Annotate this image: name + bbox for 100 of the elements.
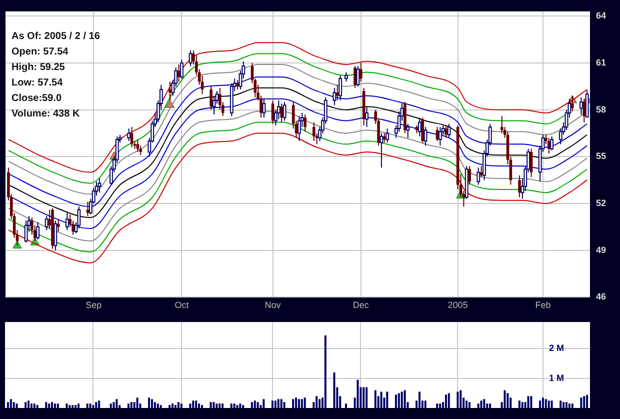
bar [112,402,115,408]
candlestick [360,62,362,82]
bar [374,390,376,408]
candlestick [547,137,550,154]
candlestick [500,116,504,134]
candlestick [56,218,60,232]
bar [16,404,18,408]
bar [48,404,50,408]
bar [560,400,562,408]
bar [68,405,71,408]
bar [195,400,198,408]
annotation: Open: 57.54 [12,46,69,58]
x-tick-label: Dec [352,300,370,310]
bar [92,405,94,408]
candlestick [312,122,316,142]
bar [483,399,486,408]
candlestick [530,148,533,178]
candlestick [86,201,90,216]
bar [254,400,256,408]
bar [324,335,326,408]
bar [250,402,253,408]
bar [277,399,280,408]
bar [489,404,492,408]
bar [28,400,30,408]
candlestick [280,103,283,123]
candlestick [210,86,213,110]
y-tick-label: 58 [596,104,606,114]
bar [583,396,586,408]
bar [256,402,259,408]
bar [544,399,547,408]
bar [521,402,524,408]
bar [210,402,212,408]
bar [562,402,565,408]
bar [316,396,318,408]
bar [400,392,403,408]
bar [468,402,470,408]
bar [300,399,303,408]
candlestick [130,126,134,148]
bar [506,393,509,408]
x-tick-label: Oct [174,300,190,310]
bar [318,399,321,408]
annotation: Close:59.0 [12,93,62,104]
bar [218,404,221,408]
bar [436,404,438,408]
candlestick [444,124,448,138]
line-series [8,122,588,252]
annotation: Low: 57.54 [12,78,64,89]
y-tick-label: 55 [596,151,606,162]
bar [156,404,159,408]
bar [568,404,570,408]
bar [86,404,88,408]
bar [212,402,215,408]
bar [33,404,36,408]
candlestick [136,138,140,152]
y-tick-label: 52 [596,198,606,208]
bar [95,402,98,408]
x-tick-label: Nov [264,300,282,310]
bar [366,387,368,408]
line-series [8,42,588,173]
bar [56,404,59,408]
bar [550,400,553,408]
bar [30,404,32,408]
candlestick [436,126,439,142]
candlestick [421,117,424,144]
candlestick [236,80,239,90]
bar [571,404,574,408]
bar [89,404,92,408]
bar [295,398,298,408]
bar [565,402,568,408]
bar [74,405,77,408]
bar [272,400,274,408]
bar [148,398,150,408]
bar [530,396,532,408]
bar [356,380,359,408]
bar [24,402,27,408]
bar [298,399,300,408]
bar [394,394,397,408]
bar [98,400,100,408]
line-series [8,132,588,264]
bar [333,372,336,408]
y-tick-label: 64 [596,10,606,21]
bar [180,404,182,408]
bar [192,400,194,408]
bar [542,398,544,408]
bar [12,402,15,408]
candlestick [518,174,521,198]
bar [177,402,180,408]
bar [283,402,286,408]
bar [580,398,582,408]
bar [345,404,348,408]
bar [586,394,588,408]
bar [304,398,306,408]
bar [136,398,138,408]
bar [54,404,56,408]
x-tick-label: 2005 [448,300,468,310]
bar [45,402,48,408]
bar [527,396,530,408]
bar [77,404,80,408]
y-tick-label: 1 M [548,372,564,383]
candlestick [177,64,180,82]
